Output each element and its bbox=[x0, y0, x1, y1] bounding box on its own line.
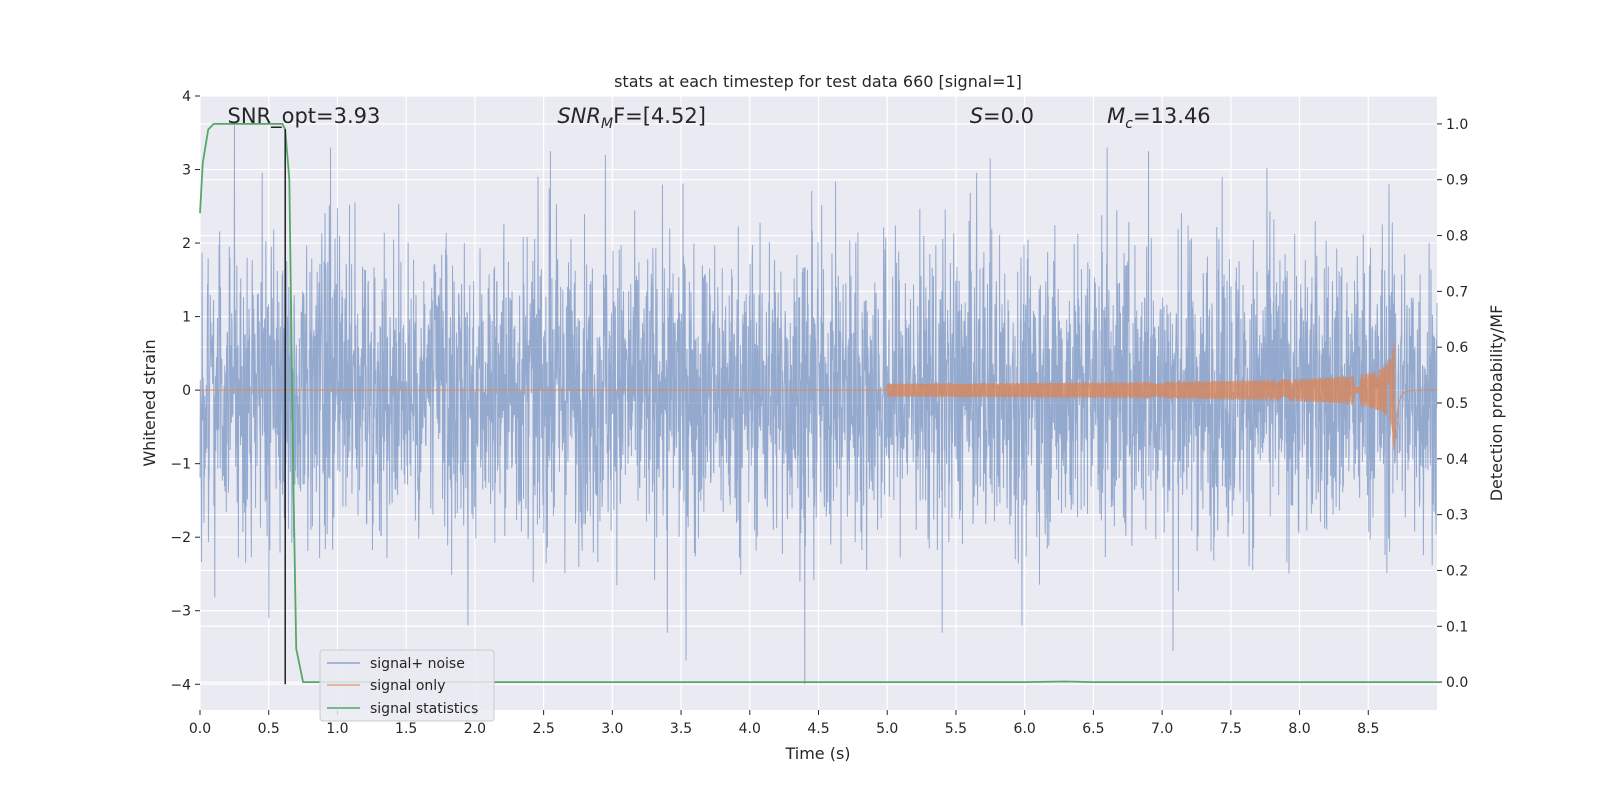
annotation-suffix: =0.0 bbox=[983, 104, 1034, 128]
right-y-tick-label: 1.0 bbox=[1446, 117, 1468, 133]
signal-statistics-series bbox=[199, 123, 1437, 683]
x-tick-label: 8.5 bbox=[1357, 721, 1379, 737]
left-y-tick-label: 0 bbox=[182, 383, 191, 399]
left-y-tick-label: 3 bbox=[182, 163, 191, 179]
annotation-text: S=0.0 bbox=[970, 104, 1034, 128]
left-y-tick-label: −2 bbox=[170, 530, 191, 546]
legend-label-signal-only: signal only bbox=[370, 678, 445, 694]
signal-only-line bbox=[200, 342, 1438, 451]
x-tick-label: 2.5 bbox=[532, 721, 554, 737]
x-tick-label: 4.0 bbox=[739, 721, 761, 737]
left-y-tick-label: −3 bbox=[170, 604, 191, 620]
right-y-tick-labels: 1.0 0.9 0.8 0.7 0.6 0.5 0.4 0.3 0.2 0.1 0.0 bbox=[1437, 117, 1468, 691]
annotation-subscript: c bbox=[1125, 116, 1133, 132]
annotations: SNR_opt=3.93 SNRMF=[4.52] S=0.0 Mc=13.46 bbox=[227, 104, 1210, 132]
signal-statistics-line bbox=[199, 123, 1437, 683]
legend-box bbox=[319, 649, 495, 722]
signal-only-series bbox=[200, 342, 1438, 451]
x-tick-label: 3.5 bbox=[670, 721, 692, 737]
annotation-text: Mc=13.46 bbox=[1107, 104, 1211, 132]
annotation-symbol: M bbox=[1107, 104, 1125, 128]
chart-title: stats at each timestep for test data 660… bbox=[614, 72, 1022, 91]
x-tick-label: 7.0 bbox=[1151, 721, 1173, 737]
left-y-tick-label: −1 bbox=[170, 457, 191, 473]
left-y-tick-label: 1 bbox=[182, 310, 191, 326]
x-tick-label: 8.0 bbox=[1288, 721, 1310, 737]
x-tick-label: 0.5 bbox=[258, 721, 280, 737]
annotation-text: SNRMF=[4.52] bbox=[557, 104, 706, 132]
annotation-subscript: M bbox=[601, 116, 613, 132]
right-y-tick-label: 0.8 bbox=[1446, 229, 1468, 245]
right-y-tick-label: 0.5 bbox=[1446, 396, 1468, 412]
legend-label-signal-statistics: signal statistics bbox=[370, 701, 478, 717]
annotation-suffix: =13.46 bbox=[1133, 104, 1211, 128]
right-y-tick-label: 0.2 bbox=[1446, 563, 1468, 579]
x-tick-label: 6.5 bbox=[1082, 721, 1104, 737]
annotation-symbol: SNR bbox=[557, 104, 601, 128]
right-y-tick-label: 0.7 bbox=[1446, 284, 1468, 300]
left-y-tick-label: 2 bbox=[182, 236, 191, 252]
legend-label-signal-noise: signal+ noise bbox=[370, 656, 465, 672]
annotation-suffix: F=[4.52] bbox=[613, 104, 706, 128]
x-tick-label: 1.0 bbox=[326, 721, 348, 737]
right-y-tick-label: 0.1 bbox=[1446, 619, 1468, 635]
x-axis-label: Time (s) bbox=[784, 744, 850, 763]
right-y-tick-label: 0.3 bbox=[1446, 508, 1468, 524]
x-tick-label: 2.0 bbox=[464, 721, 486, 737]
annotation-symbol: S bbox=[970, 104, 983, 128]
right-y-tick-label: 0.6 bbox=[1446, 340, 1468, 356]
right-y-tick-label: 0.4 bbox=[1446, 452, 1468, 468]
x-tick-label: 6.0 bbox=[1014, 721, 1036, 737]
legend: signal+ noise signal only signal statist… bbox=[319, 649, 495, 722]
x-tick-label: 4.5 bbox=[807, 721, 829, 737]
annotation-prefix: SNR_opt=3.93 bbox=[227, 104, 380, 129]
x-tick-label: 1.5 bbox=[395, 721, 417, 737]
x-tick-label: 5.5 bbox=[945, 721, 967, 737]
x-tick-label: 0.0 bbox=[189, 721, 211, 737]
left-y-tick-label: −4 bbox=[170, 677, 191, 693]
left-y-axis-label: Whitened strain bbox=[140, 339, 159, 466]
annotation-text: SNR_opt=3.93 bbox=[227, 104, 380, 129]
x-tick-labels: 0.0 0.5 1.0 1.5 2.0 2.5 3.0 3.5 4.0 4.5 5.0 5.5 6.0 6… bbox=[189, 710, 1379, 737]
x-tick-label: 3.0 bbox=[601, 721, 623, 737]
left-y-tick-label: 4 bbox=[182, 89, 191, 105]
x-tick-label: 5.0 bbox=[876, 721, 898, 737]
right-y-tick-label: 0.0 bbox=[1446, 675, 1468, 691]
right-y-axis-label: Detection probability/MF bbox=[1487, 305, 1506, 502]
right-y-tick-label: 0.9 bbox=[1446, 173, 1468, 189]
left-y-tick-labels: 4 3 2 1 0 −1 −2 −3 −4 bbox=[170, 89, 200, 693]
x-tick-label: 7.5 bbox=[1220, 721, 1242, 737]
